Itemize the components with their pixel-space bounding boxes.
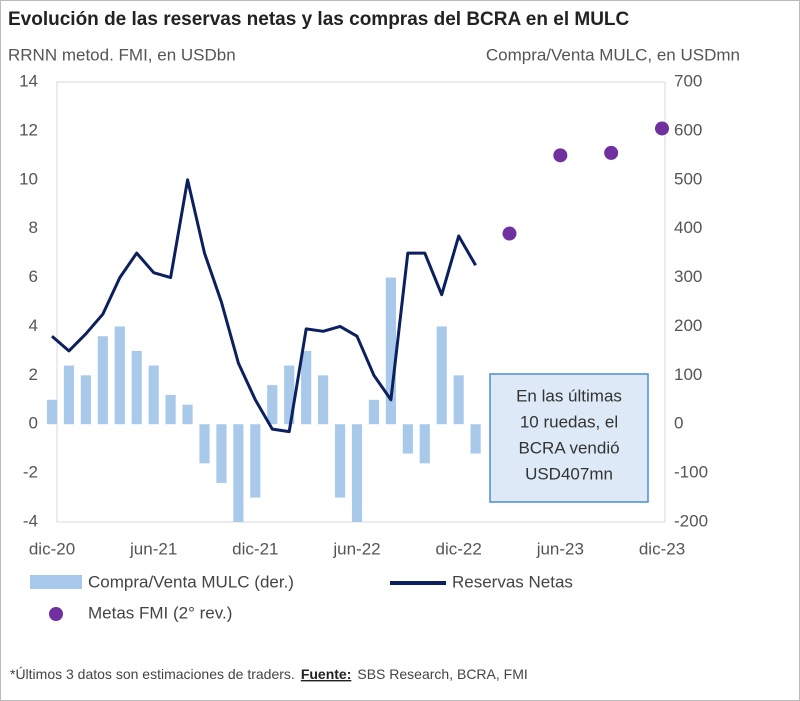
bar xyxy=(131,350,142,425)
bar xyxy=(233,424,244,522)
y-tick-label: 8 xyxy=(29,218,38,237)
y-tick-label: 0 xyxy=(29,414,38,433)
y2-tick-label: -200 xyxy=(674,511,708,530)
bar xyxy=(165,394,176,425)
x-tick-label: jun-22 xyxy=(332,539,380,558)
y2-tick-label: 500 xyxy=(674,169,702,188)
bar xyxy=(419,424,430,464)
bar xyxy=(114,326,125,425)
bar xyxy=(318,375,329,425)
dot xyxy=(655,121,669,136)
annotation-line: USD407mn xyxy=(525,464,613,483)
y2-tick-label: 300 xyxy=(674,267,702,286)
y-tick-label: 12 xyxy=(19,120,38,139)
y2-axis-label: Compra/Venta MULC, en USDmn xyxy=(486,45,740,64)
bar xyxy=(267,385,278,425)
x-tick-label: dic-21 xyxy=(232,539,278,558)
x-tick-label: jun-23 xyxy=(536,539,584,558)
bar xyxy=(368,399,380,425)
y-axis-label: RRNN metod. FMI, en USDbn xyxy=(8,45,236,64)
footnote: *Últimos 3 datos son estimaciones de tra… xyxy=(10,666,528,682)
bar xyxy=(402,424,413,454)
y-tick-label: 14 xyxy=(19,71,38,90)
y2-tick-label: -100 xyxy=(674,463,708,482)
bar xyxy=(148,365,159,425)
y-tick-label: 2 xyxy=(29,365,38,384)
x-tick-label: dic-22 xyxy=(436,539,482,558)
footnote-text: *Últimos 3 datos son estimaciones de tra… xyxy=(10,666,295,682)
bar xyxy=(97,336,108,425)
x-tick-label: dic-20 xyxy=(29,539,75,558)
annotation-box xyxy=(489,373,649,503)
y-tick-label: -2 xyxy=(23,463,38,482)
dot xyxy=(553,148,568,163)
y-tick-label: -4 xyxy=(23,511,38,530)
bar xyxy=(301,350,312,425)
line xyxy=(51,178,477,434)
source-text: SBS Research, BCRA, FMI xyxy=(357,666,527,682)
y-tick-label: 10 xyxy=(19,169,38,188)
source-label: Fuente: xyxy=(301,666,352,682)
bar xyxy=(284,365,295,425)
bar xyxy=(216,424,227,483)
legend-label: Metas FMI (2° rev.) xyxy=(88,603,232,622)
bar xyxy=(436,326,447,425)
bar xyxy=(453,375,464,425)
chart-title: Evolución de las reservas netas y las co… xyxy=(8,9,630,30)
y2-tick-label: 200 xyxy=(674,316,702,335)
y2-tick-label: 400 xyxy=(674,218,702,237)
bar xyxy=(250,424,261,498)
annotation-line: 10 ruedas, el xyxy=(520,412,618,431)
bar xyxy=(334,424,346,498)
bar xyxy=(351,424,363,522)
y-tick-label: 6 xyxy=(29,267,38,286)
annotation-line: En las últimas xyxy=(516,386,622,405)
bar xyxy=(182,404,193,425)
y-tick-label: 4 xyxy=(29,316,38,335)
legend-swatch-dot xyxy=(49,607,63,621)
x-tick-label: dic-23 xyxy=(639,539,685,558)
legend-swatch-bar xyxy=(30,575,82,589)
y2-tick-label: 700 xyxy=(674,71,702,90)
y2-tick-label: 100 xyxy=(674,365,702,384)
bar xyxy=(63,365,75,425)
bar xyxy=(46,399,58,425)
dot xyxy=(604,145,619,160)
legend-label: Reservas Netas xyxy=(452,572,573,591)
bar xyxy=(385,277,396,425)
bar xyxy=(80,375,91,425)
legend-label: Compra/Venta MULC (der.) xyxy=(88,572,294,591)
dot xyxy=(502,226,517,241)
y2-tick-label: 0 xyxy=(674,414,683,433)
x-tick-label: jun-21 xyxy=(129,539,177,558)
y2-tick-label: 600 xyxy=(674,120,702,139)
bar xyxy=(199,424,210,464)
annotation-line: BCRA vendió xyxy=(518,438,619,457)
bar xyxy=(470,424,481,454)
